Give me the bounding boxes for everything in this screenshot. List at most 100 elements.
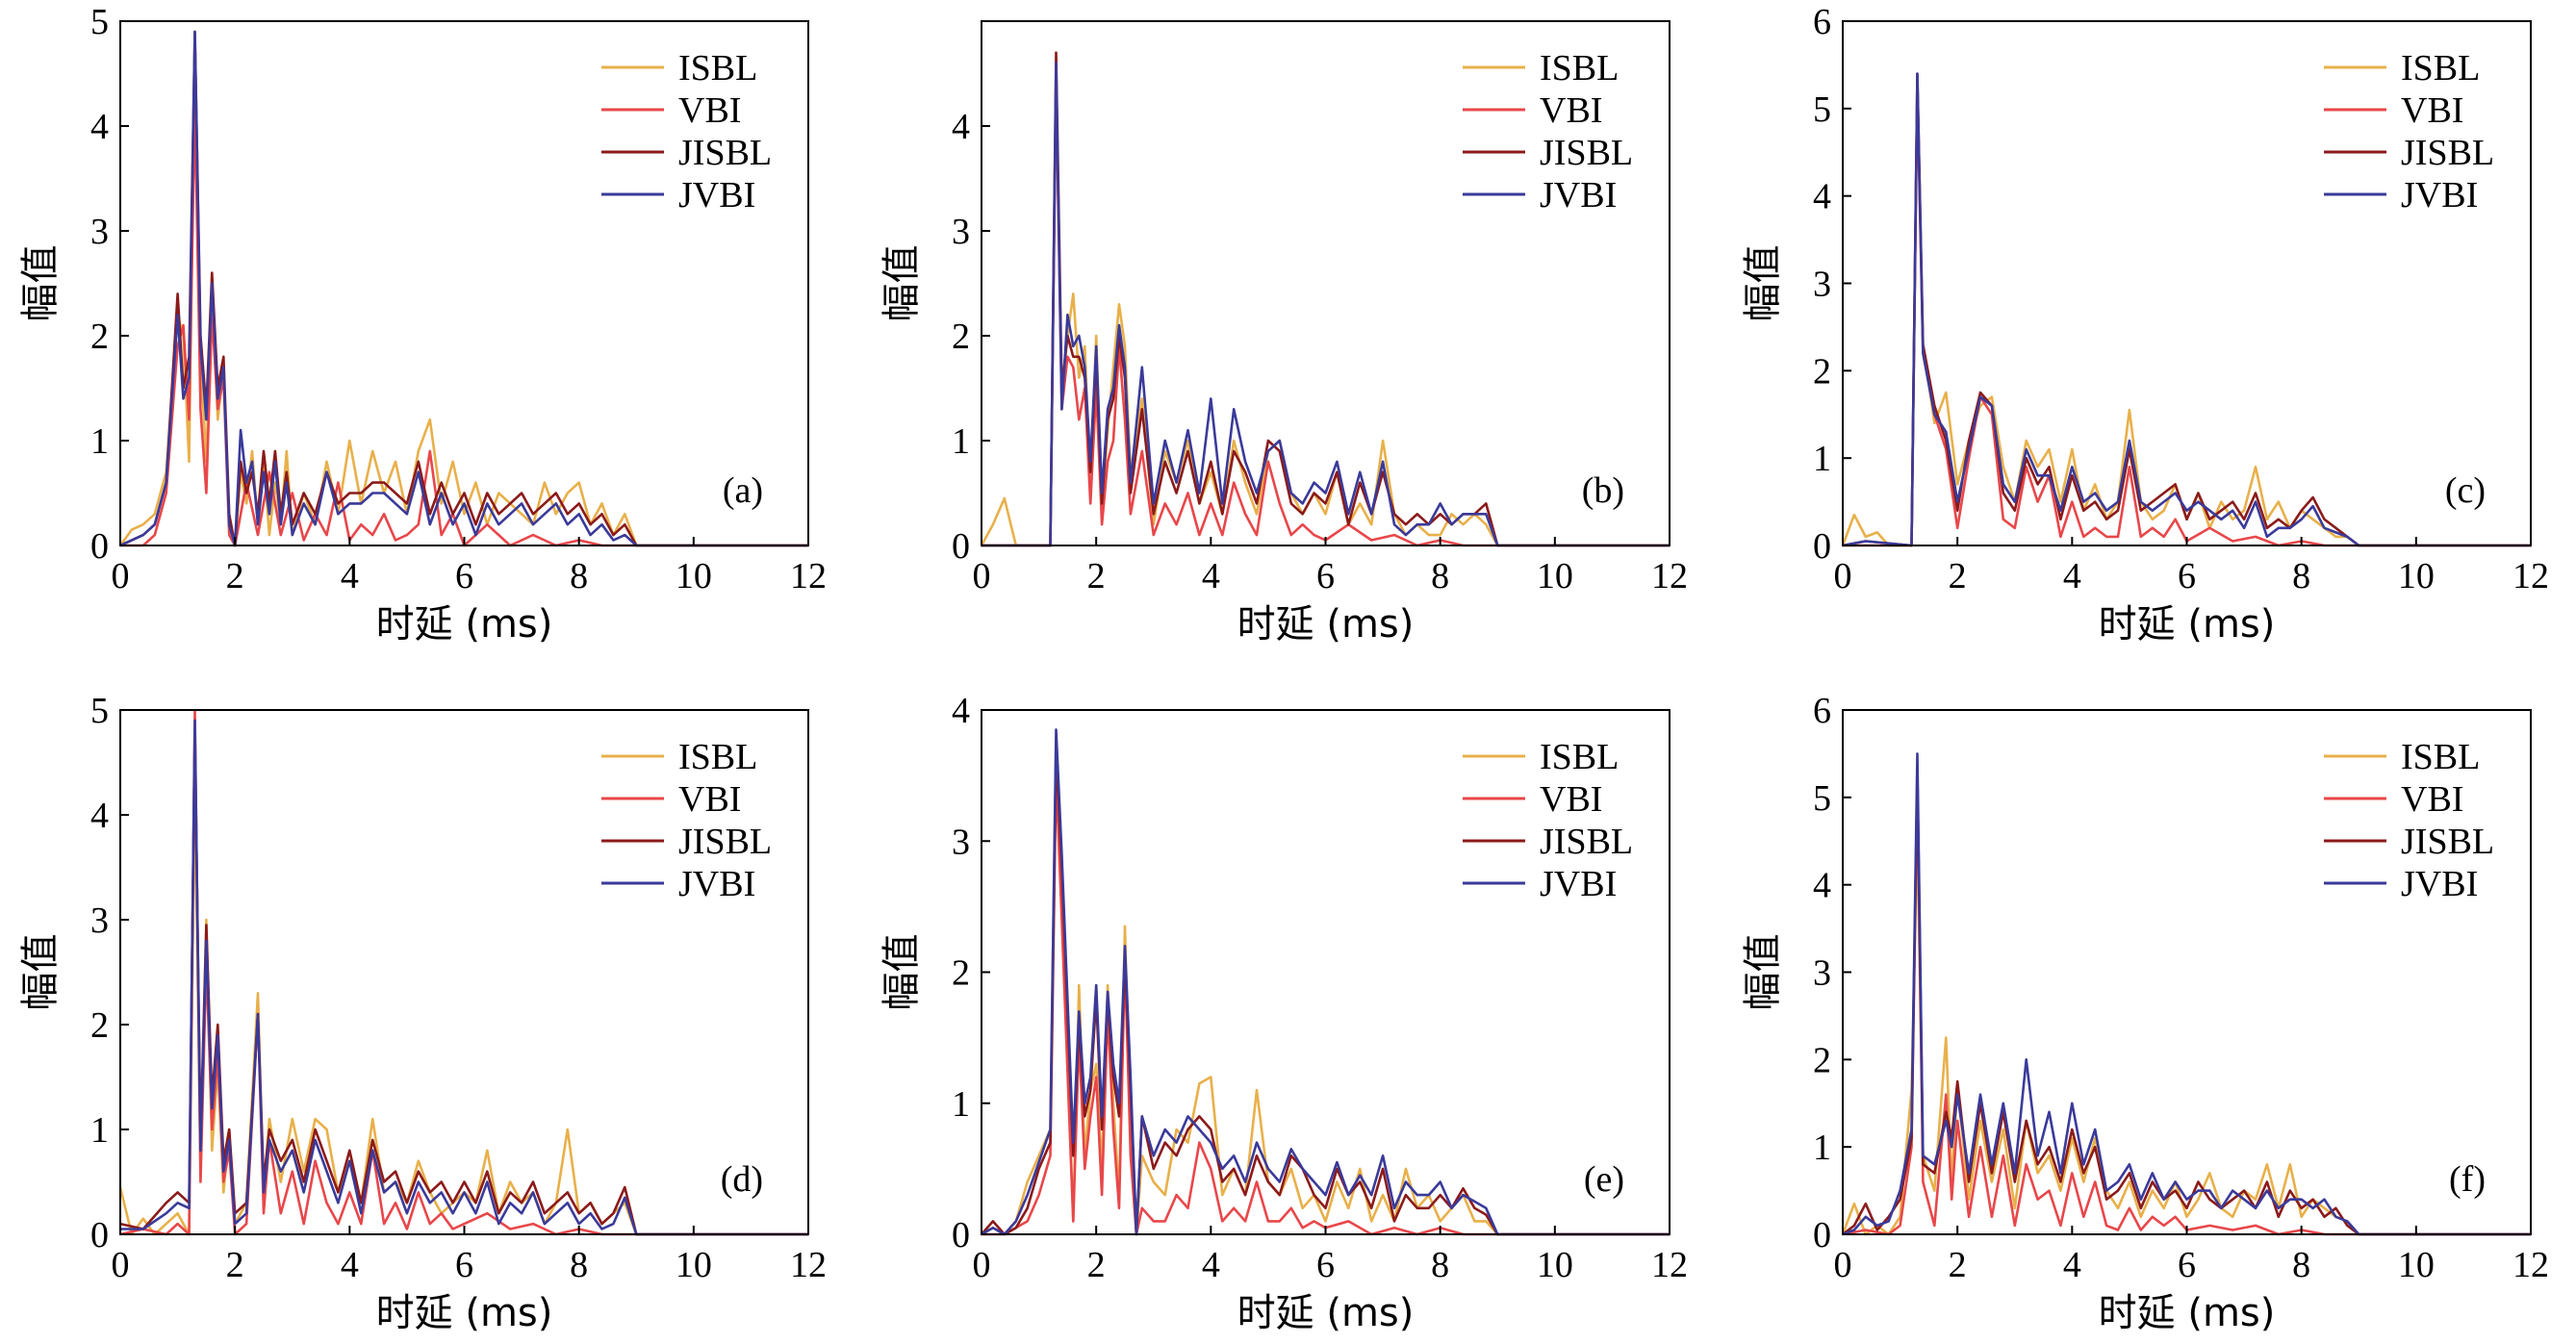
y-tick-label: 2: [1813, 351, 1831, 392]
x-tick-label: 4: [341, 1245, 359, 1285]
series-line-jisbl: [1842, 770, 2531, 1236]
series-line-vbi: [1842, 778, 2531, 1236]
panel-label: (f): [2449, 1159, 2486, 1200]
y-axis-label: 幅值: [1741, 934, 1785, 1011]
series-line-jvbi: [982, 62, 1670, 547]
panel-label: (a): [723, 470, 763, 511]
y-tick-label: 5: [1813, 778, 1831, 819]
y-tick-label: 2: [1813, 1040, 1831, 1080]
y-tick-label: 2: [952, 953, 970, 994]
x-tick-label: 10: [1537, 556, 1573, 596]
series-group: [118, 708, 808, 1236]
y-tick-label: 3: [1813, 953, 1831, 994]
x-tick-label: 8: [2292, 556, 2310, 596]
y-tick-label: 6: [1813, 691, 1831, 731]
y-tick-label: 4: [952, 107, 970, 147]
x-axis-label: 时延 (ms): [376, 1291, 553, 1335]
legend-entry-jisbl: JISBL: [678, 822, 772, 862]
x-tick-label: 6: [1316, 1245, 1335, 1285]
x-tick-label: 12: [790, 556, 827, 596]
x-tick-label: 12: [2512, 1245, 2549, 1285]
x-tick-label: 8: [1431, 1245, 1449, 1285]
y-axis-label: 幅值: [18, 934, 63, 1011]
legend-entry-vbi: VBI: [1540, 779, 1602, 820]
x-tick-label: 2: [1949, 1245, 1967, 1285]
y-tick-label: 5: [90, 2, 109, 42]
x-axis-label: 时延 (ms): [376, 602, 553, 647]
y-tick-label: 4: [1813, 866, 1831, 906]
series-line-vbi: [982, 83, 1670, 547]
series-group: [981, 728, 1670, 1236]
legend-entry-isbl: ISBL: [678, 737, 757, 777]
legend-entry-vbi: VBI: [1540, 90, 1602, 131]
y-tick-label: 3: [90, 212, 109, 252]
x-tick-label: 2: [1949, 556, 1967, 596]
series-line-vbi: [120, 103, 808, 547]
x-tick-label: 6: [2178, 1245, 2196, 1285]
x-tick-label: 8: [2292, 1245, 2310, 1285]
y-tick-label: 3: [952, 212, 970, 252]
legend-entry-vbi: VBI: [2401, 90, 2463, 131]
y-tick-label: 2: [952, 317, 970, 357]
x-tick-label: 0: [973, 556, 991, 596]
y-tick-label: 1: [90, 421, 109, 462]
legend-entry-isbl: ISBL: [1540, 48, 1619, 89]
legend-entry-jisbl: JISBL: [1540, 822, 1633, 862]
y-tick-label: 2: [90, 1005, 109, 1046]
series-line-jvbi: [981, 728, 1670, 1236]
x-tick-label: 4: [2063, 1245, 2081, 1285]
series-line-jvbi: [119, 30, 808, 547]
legend-entry-vbi: VBI: [2401, 779, 2463, 820]
x-tick-label: 8: [570, 1245, 588, 1285]
y-tick-label: 4: [1813, 177, 1831, 217]
legend-entry-jisbl: JISBL: [678, 133, 772, 173]
y-tick-label: 4: [90, 796, 109, 836]
y-axis-label: 幅值: [1741, 245, 1785, 322]
panel-label: (e): [1584, 1159, 1624, 1200]
x-tick-label: 10: [2398, 556, 2435, 596]
x-tick-label: 12: [1651, 556, 1688, 596]
y-axis-label: 幅值: [18, 245, 63, 322]
y-tick-label: 1: [952, 1084, 970, 1125]
legend-entry-vbi: VBI: [678, 90, 741, 131]
x-tick-label: 8: [1431, 556, 1449, 596]
legend-entry-isbl: ISBL: [2401, 48, 2480, 89]
x-tick-label: 10: [1537, 1245, 1573, 1285]
series-line-vbi: [1843, 89, 2531, 547]
x-tick-label: 10: [676, 556, 712, 596]
y-tick-label: 1: [90, 1110, 109, 1151]
series-group: [1841, 752, 2531, 1236]
y-tick-label: 4: [952, 691, 970, 731]
x-tick-label: 6: [2178, 556, 2196, 596]
legend-entry-jvbi: JVBI: [2401, 175, 2478, 216]
y-tick-label: 5: [90, 691, 109, 731]
legend-entry-vbi: VBI: [678, 779, 741, 820]
legend-entry-jisbl: JISBL: [1540, 133, 1633, 173]
x-tick-label: 2: [226, 1245, 244, 1285]
y-tick-label: 0: [90, 526, 109, 567]
x-tick-label: 0: [1834, 1245, 1852, 1285]
series-group: [980, 51, 1670, 547]
panel-label: (d): [721, 1159, 763, 1200]
x-tick-label: 12: [1651, 1245, 1688, 1285]
y-tick-label: 1: [1813, 1128, 1831, 1168]
y-tick-label: 0: [90, 1215, 109, 1255]
y-tick-label: 0: [1813, 526, 1831, 567]
x-tick-label: 2: [226, 556, 244, 596]
series-group: [118, 30, 808, 547]
y-tick-label: 4: [90, 107, 109, 147]
x-tick-label: 10: [2398, 1245, 2435, 1285]
x-tick-label: 0: [1834, 556, 1852, 596]
legend-entry-jisbl: JISBL: [2401, 133, 2494, 173]
x-tick-label: 4: [1202, 556, 1220, 596]
